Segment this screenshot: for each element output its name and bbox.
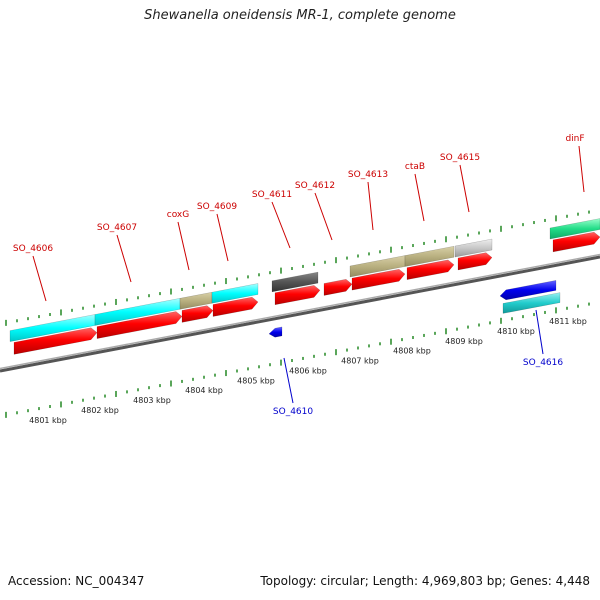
tick-marks xyxy=(5,210,590,418)
forward-cog-feature xyxy=(549,218,600,240)
leader-line xyxy=(459,164,470,213)
leader-line xyxy=(283,357,294,404)
scale-label: 4803 kbp xyxy=(133,396,171,405)
leader-line xyxy=(32,255,47,302)
scale-label: 4809 kbp xyxy=(445,337,483,346)
forward-cds-arrow xyxy=(96,311,183,339)
feature-track xyxy=(9,218,600,355)
gene-label-so-4612: SO_4612 xyxy=(295,181,335,191)
scale-label: 4810 kbp xyxy=(497,327,535,336)
forward-cds-arrow xyxy=(181,305,214,323)
gene-label-so-4613: SO_4613 xyxy=(348,170,388,180)
scale-label: 4805 kbp xyxy=(237,376,275,385)
gene-label-so-4610: SO_4610 xyxy=(273,407,313,417)
gene-label-so-4611: SO_4611 xyxy=(252,190,292,200)
accession-text: Accession: NC_004347 xyxy=(8,574,145,588)
gene-label-dinf: dinF xyxy=(565,134,584,144)
forward-cog-feature xyxy=(404,245,455,267)
leader-line xyxy=(314,192,333,241)
genome-summary-text: Topology: circular; Length: 4,969,803 bp… xyxy=(260,574,590,588)
scale-label: 4802 kbp xyxy=(81,406,119,415)
scale-label: 4808 kbp xyxy=(393,347,431,356)
forward-cds-arrow xyxy=(212,296,259,317)
leader-line xyxy=(535,309,544,355)
forward-cds-arrow xyxy=(13,327,98,355)
backbone-axis xyxy=(0,253,600,373)
forward-cds-arrow xyxy=(552,231,600,253)
forward-cds-arrow xyxy=(406,259,455,280)
backbone-highlight xyxy=(0,253,600,370)
forward-cds-arrow xyxy=(457,252,493,271)
forward-cds-arrow xyxy=(274,285,321,306)
leader-line xyxy=(367,181,374,231)
forward-cds-arrow xyxy=(351,268,406,291)
scale-label: 4807 kbp xyxy=(341,357,379,366)
scale-label: 4804 kbp xyxy=(185,386,223,395)
leader-line xyxy=(414,173,425,222)
forward-cog-feature xyxy=(454,238,493,258)
backbone-line xyxy=(0,255,600,373)
forward-cds-arrow xyxy=(323,278,353,296)
gene-label-so-4609: SO_4609 xyxy=(197,202,237,212)
scale-labels: 4801 kbp 4802 kbp 4803 kbp 4804 kbp 4805 kbp… xyxy=(29,317,587,425)
forward-cog-feature xyxy=(271,271,319,293)
leader-line xyxy=(271,201,291,249)
leader-line xyxy=(116,234,132,283)
reverse-cds-arrow xyxy=(499,280,557,301)
leader-line xyxy=(216,213,229,262)
map-title: Shewanella oneidensis MR-1, complete gen… xyxy=(144,8,456,23)
scale-label: 4806 kbp xyxy=(289,366,327,375)
gene-label-ctab: ctaB xyxy=(405,162,425,172)
reverse-cds-arrow-small xyxy=(268,326,283,338)
gene-label-coxg: coxG xyxy=(167,210,190,220)
leader-line xyxy=(578,145,585,193)
scale-label: 4811 kbp xyxy=(549,317,587,326)
leader-line xyxy=(177,221,190,271)
forward-cog-feature xyxy=(211,283,259,304)
scale-label: 4801 kbp xyxy=(29,416,67,425)
reverse-cog-feature xyxy=(502,292,561,314)
gene-label-so-4607: SO_4607 xyxy=(97,223,137,233)
gene-label-so-4615: SO_4615 xyxy=(440,153,480,163)
gene-label-so-4616: SO_4616 xyxy=(523,358,563,368)
gene-label-so-4606: SO_4606 xyxy=(13,244,53,254)
label-leader-lines xyxy=(32,145,585,404)
